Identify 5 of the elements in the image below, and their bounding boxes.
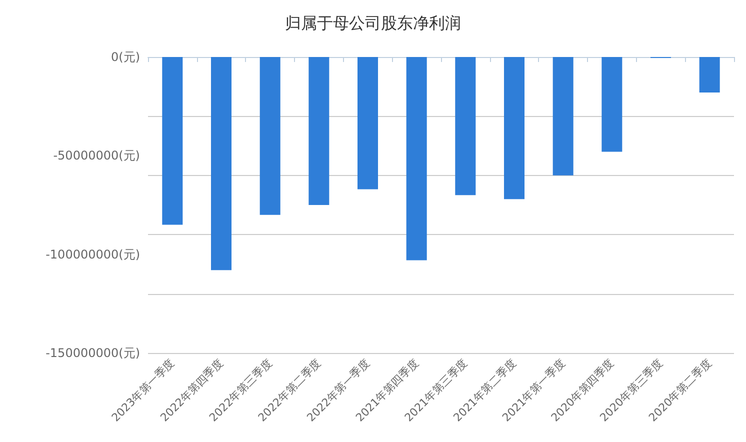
y-tick-label: -150000000(元) [46, 346, 140, 360]
chart-title: 归属于母公司股东净利润 [285, 14, 461, 32]
y-tick-label: -100000000(元) [46, 247, 140, 262]
y-tick-label: -50000000(元) [53, 148, 140, 163]
y-tick-label: 0(元) [111, 50, 140, 64]
